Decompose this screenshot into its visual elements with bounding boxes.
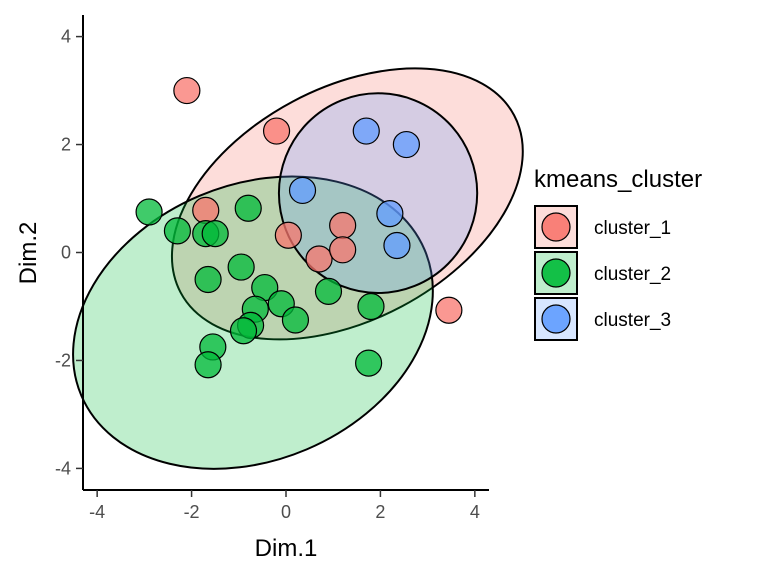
legend: kmeans_cluster cluster_1cluster_2cluster… (534, 166, 702, 341)
y-tick-label: 0 (61, 243, 71, 263)
cluster_3-point (376, 200, 404, 228)
legend-label: cluster_2 (594, 264, 671, 285)
cluster_1-point (305, 245, 333, 273)
cluster_1-point (435, 296, 463, 324)
cluster_1-point (274, 221, 302, 249)
legend-items: cluster_1 cluster_2 cluster_3 (534, 205, 671, 341)
legend-key-point (541, 258, 571, 288)
x-tick-label: 2 (375, 502, 385, 522)
x-axis-ticks: -4 -2 0 2 4 (89, 490, 480, 522)
cluster_2-point (163, 217, 192, 245)
cluster_2-point (355, 349, 383, 377)
x-tick-label: -2 (184, 502, 200, 522)
x-tick-label: 0 (281, 502, 291, 522)
cluster_2-point (234, 194, 262, 222)
y-tick-label: 2 (61, 135, 71, 155)
cluster_2-point (194, 351, 222, 379)
y-axis-title: Dim.2 (15, 222, 42, 285)
cluster_3-point (383, 231, 411, 260)
cluster_2-point (314, 277, 343, 305)
cluster_2-point (229, 317, 258, 345)
cluster_3-ellipse (277, 92, 479, 294)
legend-label: cluster_3 (594, 310, 671, 331)
cluster_2-point (194, 265, 222, 294)
x-axis-title: Dim.1 (255, 535, 318, 562)
cluster_2-point (227, 253, 255, 281)
cluster_1-point (192, 196, 220, 224)
cluster_2-point (281, 306, 310, 334)
cluster_1-point (173, 76, 201, 105)
legend-key-point (541, 212, 571, 242)
cluster_2-point (357, 292, 385, 321)
cluster_3-point (288, 176, 317, 205)
y-tick-label: 4 (61, 27, 71, 47)
cluster_1-ellipse (170, 67, 524, 341)
x-tick-label: -4 (89, 502, 105, 522)
cluster_3-point (392, 130, 420, 159)
cluster_1-point (329, 236, 357, 264)
cluster-ellipses (72, 67, 524, 470)
cluster_3-point (352, 117, 380, 145)
cluster_1-point (262, 117, 291, 145)
y-tick-label: -4 (55, 458, 71, 478)
y-tick-label: -2 (55, 350, 71, 370)
cluster_2-point (135, 198, 163, 226)
legend-label: cluster_1 (594, 218, 671, 239)
x-tick-label: 4 (470, 502, 480, 522)
y-axis-ticks: -4 -2 0 2 4 (55, 27, 83, 478)
legend-title: kmeans_cluster (534, 166, 702, 193)
cluster_1-point (329, 211, 357, 240)
data-points (135, 76, 463, 379)
cluster_2-point (201, 220, 229, 248)
legend-key-point (541, 304, 571, 334)
